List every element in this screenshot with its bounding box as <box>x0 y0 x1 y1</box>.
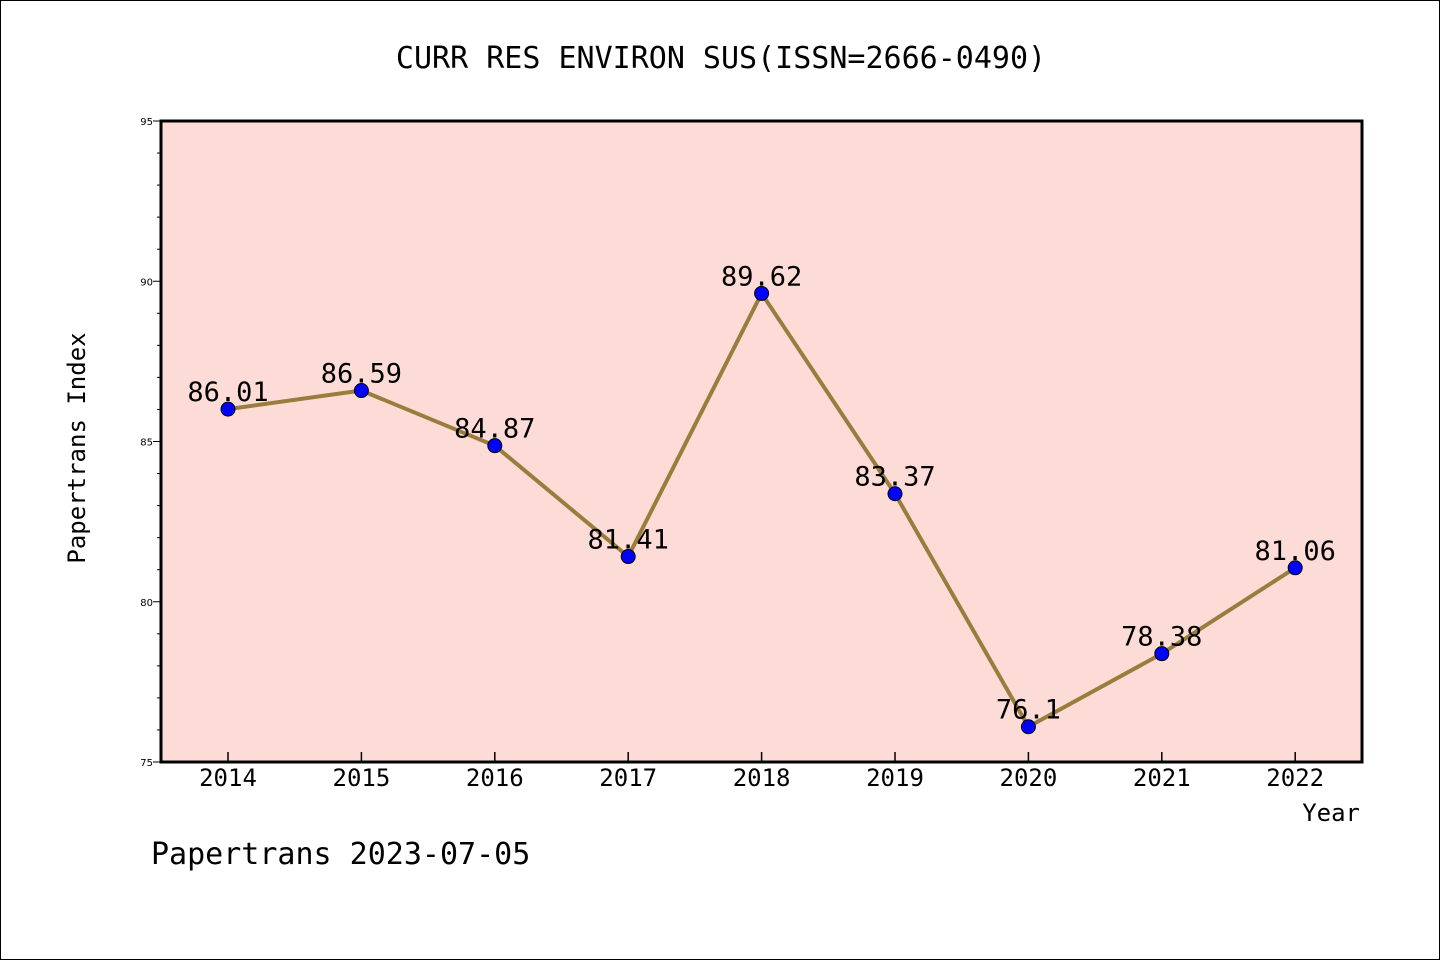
data-point-marker <box>353 383 369 399</box>
y-tick-label: 75 <box>140 758 153 769</box>
x-tick-label: 2019 <box>866 764 924 792</box>
x-axis-label: Year <box>1302 799 1360 827</box>
data-point-label: 81.41 <box>588 525 669 556</box>
data-point-label: 76.1 <box>996 695 1061 726</box>
data-point-label: 86.59 <box>321 359 402 390</box>
data-point-marker <box>620 549 636 565</box>
data-point-marker <box>487 438 503 454</box>
data-point-marker <box>887 486 903 502</box>
y-axis-ticks: 75 80 85 90 95 <box>140 117 161 769</box>
y-tick-label: 85 <box>140 438 153 449</box>
data-point-label: 83.37 <box>854 462 935 493</box>
x-tick-label: 2022 <box>1266 764 1324 792</box>
x-tick-label: 2015 <box>333 764 391 792</box>
plot-frame <box>159 119 1364 764</box>
y-axis-label: Papertrans Index <box>63 332 91 563</box>
x-tick-label: 2017 <box>599 764 657 792</box>
data-point-label: 86.01 <box>187 377 268 408</box>
y-tick-label: 80 <box>140 598 153 609</box>
series-markers <box>220 285 1303 735</box>
data-point-marker <box>1154 646 1170 662</box>
data-point-label: 78.38 <box>1121 622 1202 653</box>
x-tick-label: 2014 <box>199 764 257 792</box>
chart-title: CURR RES ENVIRON SUS(ISSN=2666-0490) <box>396 41 1046 76</box>
x-tick-label: 2021 <box>1133 764 1191 792</box>
y-tick-label: 90 <box>140 277 153 288</box>
x-tick-label: 2018 <box>733 764 791 792</box>
plot-area <box>161 121 1362 762</box>
data-labels: 86.01 86.59 84.87 81.41 89.62 83.37 76.1 78.38 8… <box>187 261 1335 725</box>
data-point-marker <box>1020 719 1036 735</box>
x-tick-label: 2016 <box>466 764 524 792</box>
data-point-marker <box>1287 560 1303 576</box>
data-point-label: 89.62 <box>721 261 802 292</box>
y-tick-label: 95 <box>140 117 153 128</box>
x-tick-label: 2020 <box>1000 764 1058 792</box>
data-point-marker <box>754 285 770 301</box>
data-point-label: 81.06 <box>1255 536 1336 567</box>
data-point-label: 84.87 <box>454 414 535 445</box>
x-axis-ticks: 2014 2015 2016 2017 2018 2019 2020 2021 2022 <box>199 752 1324 792</box>
footer-date-text: Papertrans 2023-07-05 <box>151 837 530 872</box>
data-point-marker <box>220 401 236 417</box>
